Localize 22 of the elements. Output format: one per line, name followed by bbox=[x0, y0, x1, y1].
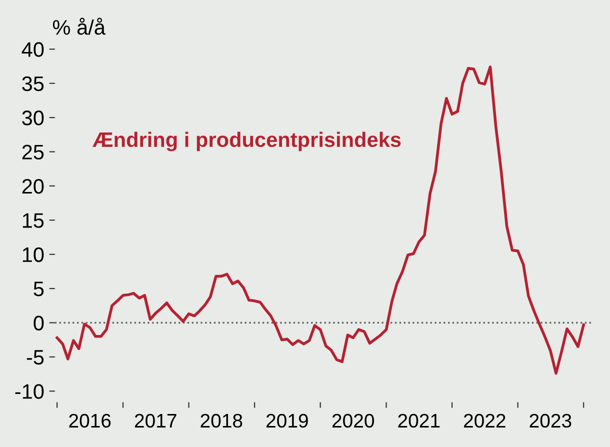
y-tick-label: 10 bbox=[22, 247, 44, 262]
x-tick-label: 2021 bbox=[398, 414, 440, 428]
y-tick-label: 25 bbox=[22, 144, 44, 160]
y-tick-label: 15 bbox=[22, 213, 44, 228]
x-tick-label: 2023 bbox=[530, 414, 572, 428]
y-tick-label: 5 bbox=[34, 282, 44, 296]
line-series bbox=[56, 66, 585, 375]
x-tick-label: 2022 bbox=[464, 414, 506, 428]
y-tick-label: -5 bbox=[26, 350, 44, 365]
y-tick-label: 30 bbox=[22, 110, 44, 126]
x-tick-label: 2018 bbox=[200, 414, 242, 428]
series-label: Ændring i producentprisindeks bbox=[92, 132, 401, 152]
y-tick-label: -10 bbox=[15, 384, 44, 399]
y-tick-label: 20 bbox=[22, 178, 44, 194]
x-tick-label: 2020 bbox=[332, 414, 374, 428]
y-tick-label: 40 bbox=[22, 42, 44, 57]
x-tick-label: 2019 bbox=[266, 414, 308, 428]
x-tick-label: 2016 bbox=[69, 414, 111, 428]
x-tick-label: 2017 bbox=[134, 414, 176, 428]
y-axis-title: % å/å bbox=[52, 18, 106, 35]
y-tick-label: 0 bbox=[34, 316, 44, 330]
y-tick-label: 35 bbox=[22, 76, 44, 92]
